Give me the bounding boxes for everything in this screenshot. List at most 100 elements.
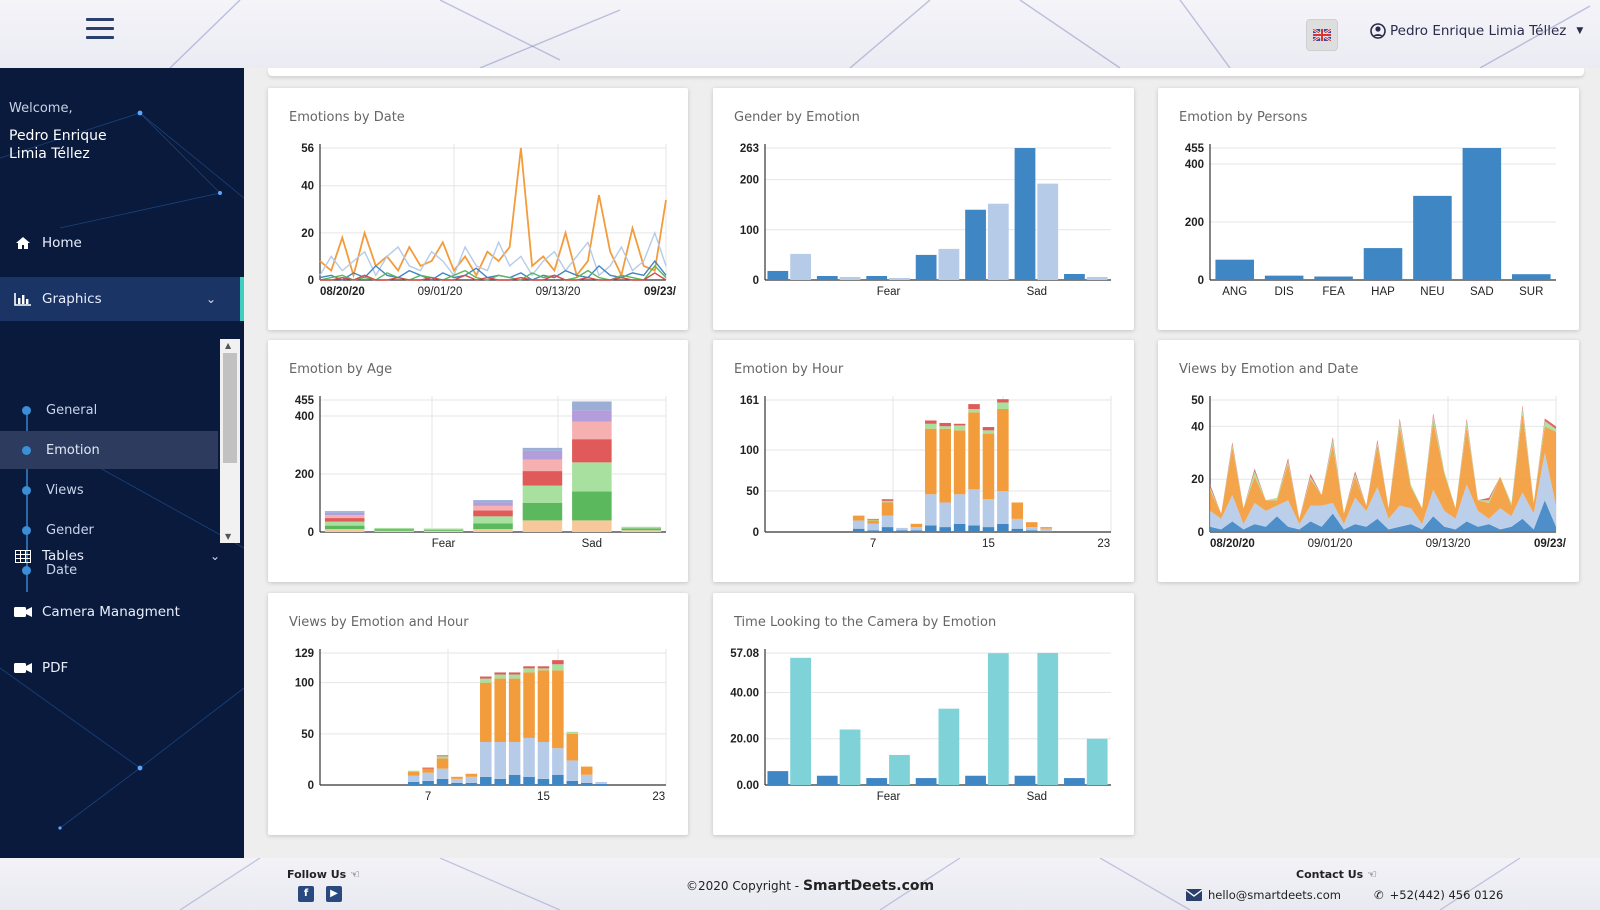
x-tick-label: 15 bbox=[537, 791, 550, 803]
phone-link[interactable]: ✆ +52(442) 456 0126 bbox=[1374, 888, 1503, 902]
stack-segment bbox=[566, 731, 579, 734]
follow-us-label: Follow Us ☜ bbox=[287, 868, 360, 881]
stack-segment bbox=[867, 523, 879, 531]
y-tick-label: 161 bbox=[740, 395, 760, 407]
stack-segment bbox=[566, 733, 579, 761]
email-text: hello@smartdeets.com bbox=[1208, 888, 1341, 902]
x-tick-label: 09/01/20 bbox=[418, 286, 463, 298]
stack-segment bbox=[324, 515, 365, 519]
card-emotions-by-date: Emotions by Date 0 20 40 56 08/20/20 09/01/20… bbox=[268, 88, 688, 330]
x-tick-label: 09/13/20 bbox=[1426, 538, 1471, 550]
scroll-up-arrow-icon[interactable]: ▲ bbox=[225, 341, 232, 350]
facebook-icon[interactable]: f bbox=[298, 886, 314, 902]
y-tick-label: 0 bbox=[308, 527, 314, 539]
stack-segment bbox=[867, 520, 879, 524]
bar bbox=[1064, 273, 1085, 280]
stack-segment bbox=[522, 459, 563, 472]
nav-home[interactable]: Home bbox=[0, 221, 244, 265]
submenu-date[interactable]: Date bbox=[0, 551, 218, 589]
bullet-dot-icon bbox=[22, 526, 31, 535]
stack-segment bbox=[968, 404, 980, 410]
stack-segment bbox=[508, 742, 521, 775]
submenu-scrollbar[interactable]: ▲ ▼ bbox=[220, 339, 240, 543]
stack-segment bbox=[580, 766, 593, 775]
stack-segment bbox=[572, 462, 612, 492]
y-tick-label: 20 bbox=[301, 228, 314, 240]
stack-segment bbox=[925, 428, 937, 495]
stack-segment bbox=[494, 678, 506, 743]
bar bbox=[1363, 248, 1403, 280]
area-series bbox=[1210, 500, 1556, 532]
stack-segment bbox=[1040, 528, 1052, 532]
bar bbox=[1462, 148, 1502, 280]
y-tick-label: 100 bbox=[740, 445, 759, 457]
scroll-down-arrow-icon[interactable]: ▼ bbox=[225, 532, 232, 541]
card-title: Emotion by Hour bbox=[734, 362, 844, 377]
submenu-gender[interactable]: Gender bbox=[0, 511, 218, 549]
stack-segment bbox=[522, 450, 563, 460]
nav-tables-label: Tables bbox=[42, 548, 84, 564]
y-tick-label: 0 bbox=[753, 275, 759, 287]
submenu-general[interactable]: General bbox=[0, 391, 218, 429]
stack-segment bbox=[422, 772, 434, 781]
stack-segment bbox=[480, 776, 492, 785]
series-line bbox=[320, 272, 667, 281]
stack-segment bbox=[473, 510, 513, 517]
stack-segment bbox=[997, 402, 1009, 410]
user-name-line2: Limia Téllez bbox=[9, 146, 90, 162]
stack-segment bbox=[494, 778, 506, 785]
y-tick-label: 0 bbox=[1198, 275, 1204, 287]
stack-segment bbox=[522, 485, 563, 503]
sidebar-user-name: Pedro Enrique Limia Téllez bbox=[9, 127, 159, 163]
nav-graphics[interactable]: Graphics ⌄ bbox=[0, 277, 244, 321]
submenu-views[interactable]: Views bbox=[0, 471, 218, 509]
welcome-label: Welcome, bbox=[9, 101, 73, 116]
area-series bbox=[1210, 405, 1556, 519]
nav-tables[interactable]: Tables ⌄ bbox=[0, 534, 244, 578]
scrollbar-thumb[interactable] bbox=[223, 353, 237, 463]
y-tick-label: 56 bbox=[301, 143, 314, 155]
nav-camera-managment[interactable]: Camera Managment bbox=[0, 590, 244, 634]
copyright-text: ©2020 Copyright - bbox=[686, 879, 803, 893]
stack-segment bbox=[621, 526, 662, 529]
contact-us-label: Contact Us ☜ bbox=[1296, 868, 1377, 881]
pointer-hand-icon: ☜ bbox=[350, 868, 360, 881]
stack-segment bbox=[473, 505, 513, 511]
stack-segment bbox=[436, 778, 449, 785]
bar bbox=[1264, 275, 1304, 280]
views-by-emotion-date-chart: 0 20 40 50 08/20/20 09/01/20 09/13/20 09/23/ bbox=[1191, 395, 1567, 550]
time-looking-chart: 0.00 20.00 40.00 57.08 Fear Sad bbox=[730, 648, 1111, 803]
stack-segment bbox=[968, 409, 980, 413]
phone-icon: ✆ bbox=[1374, 888, 1384, 902]
x-tick-label: 23 bbox=[652, 791, 665, 803]
stack-segment bbox=[572, 491, 612, 521]
stack-segment bbox=[997, 409, 1009, 492]
brand-link[interactable]: SmartDeets.com bbox=[802, 878, 935, 894]
user-menu[interactable]: Pedro Enrique Limia Téllez ▼ bbox=[1370, 23, 1583, 39]
bar bbox=[1037, 653, 1059, 785]
hamburger-menu-icon[interactable] bbox=[86, 18, 114, 42]
youtube-icon[interactable]: ▶ bbox=[326, 886, 342, 902]
x-tick-label: 23 bbox=[1097, 538, 1110, 550]
stack-segment bbox=[881, 499, 894, 501]
stack-segment bbox=[324, 512, 365, 516]
submenu-emotion[interactable]: Emotion bbox=[0, 431, 218, 469]
card-time-looking: Time Looking to the Camera by Emotion 0.… bbox=[713, 593, 1134, 835]
y-tick-label: 57.08 bbox=[730, 648, 759, 660]
stack-segment bbox=[480, 678, 492, 683]
nav-pdf[interactable]: PDF bbox=[0, 646, 244, 690]
email-link[interactable]: hello@smartdeets.com bbox=[1186, 888, 1341, 902]
stack-segment bbox=[997, 491, 1009, 524]
stack-segment bbox=[997, 523, 1009, 532]
language-flag-button[interactable] bbox=[1306, 19, 1338, 51]
stack-segment bbox=[982, 430, 995, 434]
bar bbox=[1064, 778, 1085, 785]
nav-pdf-label: PDF bbox=[42, 660, 69, 676]
x-tick-label: NEU bbox=[1420, 286, 1444, 298]
follow-us-text: Follow Us bbox=[287, 868, 347, 881]
sidebar: Welcome, Pedro Enrique Limia Téllez Home… bbox=[0, 68, 244, 858]
y-tick-label: 0 bbox=[308, 275, 314, 287]
stack-segment bbox=[881, 500, 894, 503]
y-tick-label: 200 bbox=[740, 175, 759, 187]
stack-segment bbox=[537, 666, 550, 669]
